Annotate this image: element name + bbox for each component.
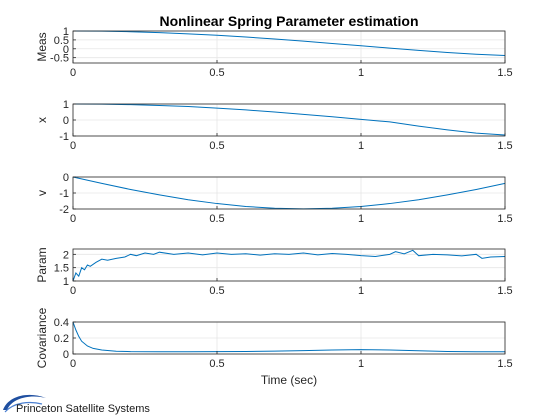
y-tick-label: -1 bbox=[59, 131, 69, 143]
y-tick-label: 1.5 bbox=[54, 263, 69, 275]
x-tick-label: 1 bbox=[358, 67, 364, 79]
y-tick-label: -0.5 bbox=[50, 53, 69, 65]
x-tick-label: 0.5 bbox=[209, 285, 224, 297]
psslogo: Princeton Satellite Systems bbox=[3, 394, 150, 415]
subplot-5: 0 0.5 1 1.5 0 0.2 0.4 Covariance bbox=[35, 307, 513, 370]
y-axis-label: v bbox=[35, 190, 49, 196]
x-tick-label: 1 bbox=[358, 285, 364, 297]
x-tick-label: 0 bbox=[70, 358, 76, 370]
y-tick-label: 0 bbox=[63, 349, 69, 361]
y-axis-label: x bbox=[35, 117, 49, 123]
y-tick-label: 0 bbox=[63, 172, 69, 184]
x-tick-label: 1 bbox=[358, 140, 364, 152]
x-tick-label: 0 bbox=[70, 67, 76, 79]
y-tick-label: 0 bbox=[63, 44, 69, 56]
x-tick-label: 0 bbox=[70, 285, 76, 297]
y-axis-label: Param bbox=[35, 247, 49, 282]
axes-box bbox=[72, 248, 506, 282]
y-tick-label: 0.5 bbox=[54, 35, 69, 47]
subplot-3: 0 0.5 1 1.5 -2 -1 0 v bbox=[35, 172, 513, 225]
series-line bbox=[72, 30, 506, 57]
x-tick-label: 1.5 bbox=[497, 140, 512, 152]
y-axis-label: Meas bbox=[35, 32, 49, 61]
y-tick-label: 0 bbox=[63, 115, 69, 127]
y-tick-label: 2 bbox=[63, 249, 69, 261]
logo-swoosh-icon bbox=[3, 394, 46, 410]
y-tick-label: 0.2 bbox=[54, 333, 69, 345]
x-tick-label: 0.5 bbox=[209, 358, 224, 370]
series-line bbox=[72, 176, 506, 210]
series-line bbox=[72, 103, 506, 136]
x-tick-label: 1.5 bbox=[497, 213, 512, 225]
x-axis-label: Time (sec) bbox=[261, 373, 317, 387]
x-tick-label: 1.5 bbox=[497, 285, 512, 297]
x-tick-label: 0.5 bbox=[209, 213, 224, 225]
y-axis-label: Covariance bbox=[35, 307, 49, 368]
x-tick-label: 1.5 bbox=[497, 358, 512, 370]
axes-box bbox=[72, 30, 506, 64]
x-tick-label: 0.5 bbox=[209, 140, 224, 152]
y-tick-label: 1 bbox=[63, 26, 69, 38]
series-line bbox=[72, 249, 506, 282]
x-tick-label: 0.5 bbox=[209, 67, 224, 79]
x-tick-label: 0 bbox=[70, 140, 76, 152]
x-tick-label: 1 bbox=[358, 358, 364, 370]
x-tick-label: 1.5 bbox=[497, 67, 512, 79]
x-tick-label: 1 bbox=[358, 213, 364, 225]
x-tick-label: 0 bbox=[70, 213, 76, 225]
figure-title: Nonlinear Spring Parameter estimation bbox=[159, 13, 418, 29]
logo-text: Princeton Satellite Systems bbox=[16, 403, 150, 415]
y-tick-label: 0.4 bbox=[54, 317, 69, 329]
series-line bbox=[72, 321, 505, 353]
y-tick-label: -1 bbox=[59, 188, 69, 200]
logo-swoosh-accent-icon bbox=[4, 401, 43, 413]
y-tick-label: -2 bbox=[59, 204, 69, 216]
y-tick-label: 1 bbox=[63, 276, 69, 288]
y-tick-label: 1 bbox=[63, 99, 69, 111]
